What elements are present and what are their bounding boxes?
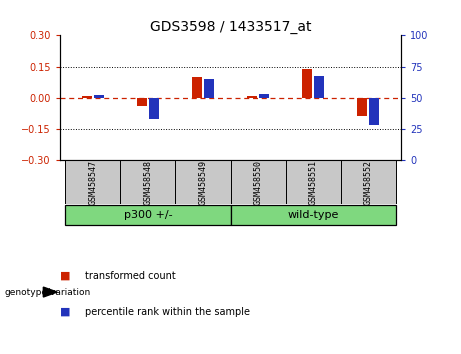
Bar — [259, 94, 269, 98]
Text: GSM458551: GSM458551 — [308, 160, 318, 205]
Bar — [341, 160, 396, 204]
Bar — [65, 205, 230, 225]
Bar — [285, 160, 341, 204]
Title: GDS3598 / 1433517_at: GDS3598 / 1433517_at — [150, 21, 311, 34]
Text: ■: ■ — [60, 271, 71, 281]
Text: GSM458548: GSM458548 — [143, 160, 153, 205]
Bar — [65, 160, 120, 204]
Bar — [247, 96, 257, 98]
Bar — [314, 76, 324, 98]
Text: GSM458549: GSM458549 — [199, 160, 207, 205]
Bar — [230, 160, 285, 204]
Text: transformed count: transformed count — [85, 271, 176, 281]
Text: GSM458547: GSM458547 — [89, 160, 97, 205]
Bar — [369, 98, 379, 125]
Bar — [82, 96, 92, 98]
Text: p300 +/-: p300 +/- — [124, 210, 172, 220]
Bar — [192, 77, 202, 98]
Bar — [230, 205, 396, 225]
Bar — [176, 160, 230, 204]
Bar — [94, 95, 104, 98]
Text: wild-type: wild-type — [287, 210, 339, 220]
Text: ■: ■ — [60, 307, 71, 316]
Bar — [137, 98, 147, 106]
Text: GSM458550: GSM458550 — [254, 160, 262, 205]
Bar — [204, 79, 214, 98]
Polygon shape — [43, 287, 57, 297]
Bar — [357, 98, 367, 116]
Text: percentile rank within the sample: percentile rank within the sample — [85, 307, 250, 316]
Bar — [149, 98, 159, 119]
Text: GSM458552: GSM458552 — [364, 160, 372, 205]
Bar — [302, 69, 312, 98]
Text: genotype/variation: genotype/variation — [5, 287, 91, 297]
Bar — [120, 160, 176, 204]
